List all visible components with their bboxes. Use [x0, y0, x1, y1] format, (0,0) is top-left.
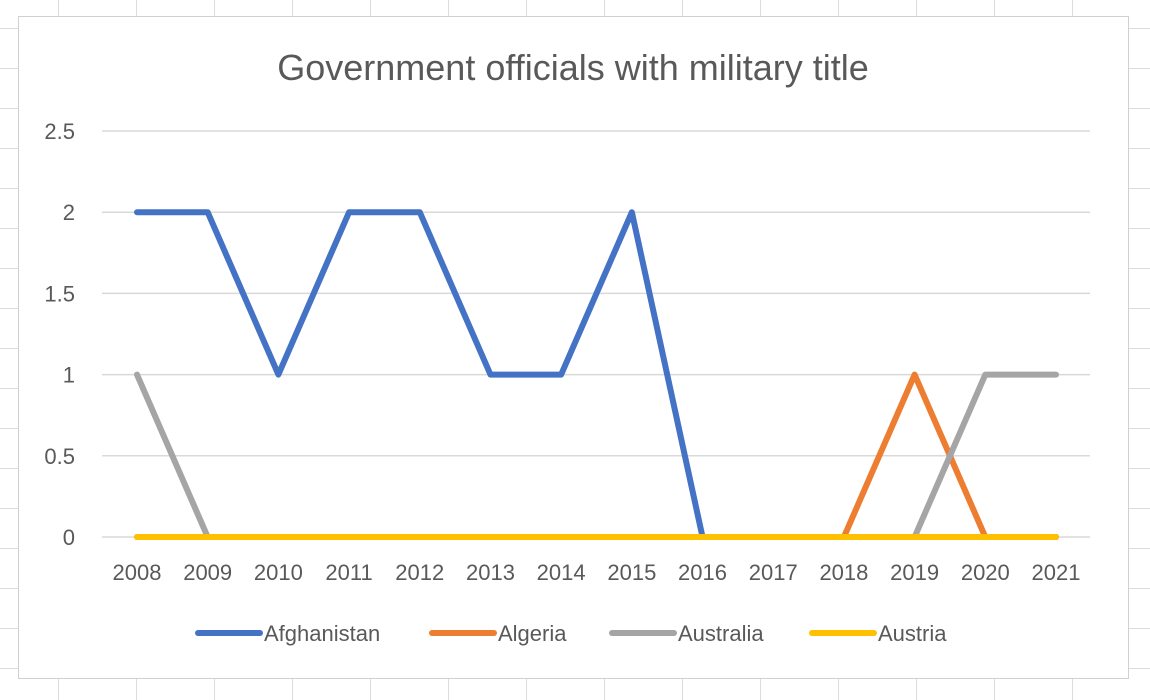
x-tick-label: 2018 [819, 560, 868, 585]
chart-title: Government officials with military title [277, 47, 869, 88]
x-tick-label: 2013 [466, 560, 515, 585]
y-axis-ticks: 0 0.5 1 1.5 2 2.5 [44, 119, 75, 550]
x-tick-label: 2014 [537, 560, 586, 585]
x-tick-label: 2016 [678, 560, 727, 585]
y-tick-label: 2.5 [44, 119, 75, 144]
x-axis-ticks: 2008 2009 2010 2011 2012 2013 2014 2015 2016 2017… [113, 560, 1081, 585]
x-tick-label: 2017 [749, 560, 798, 585]
x-tick-label: 2010 [254, 560, 303, 585]
y-tick-label: 1.5 [44, 281, 75, 306]
x-tick-label: 2021 [1032, 560, 1081, 585]
legend-label-austria: Austria [878, 621, 947, 646]
x-tick-label: 2009 [183, 560, 232, 585]
y-tick-label: 0.5 [44, 444, 75, 469]
y-tick-label: 2 [63, 200, 75, 225]
y-tick-label: 0 [63, 525, 75, 550]
x-tick-label: 2012 [395, 560, 444, 585]
legend-label-afghanistan: Afghanistan [264, 621, 380, 646]
legend-label-algeria: Algeria [498, 621, 567, 646]
x-tick-label: 2015 [607, 560, 656, 585]
series-lines [134, 209, 1059, 540]
x-tick-label: 2011 [325, 560, 372, 585]
legend-label-australia: Australia [678, 621, 764, 646]
legend: Afghanistan Algeria Australia Austria [195, 621, 947, 646]
x-tick-label: 2008 [113, 560, 162, 585]
x-tick-label: 2020 [961, 560, 1010, 585]
x-tick-label: 2019 [890, 560, 939, 585]
y-tick-label: 1 [63, 363, 75, 388]
